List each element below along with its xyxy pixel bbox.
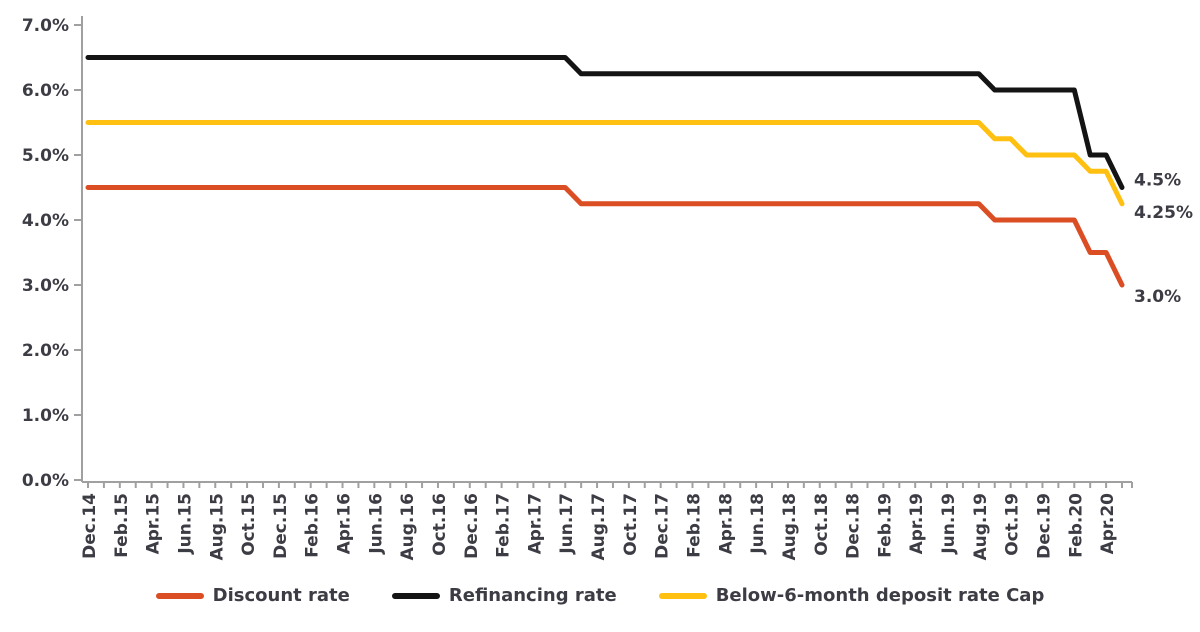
x-tick-label: Feb.15: [112, 493, 132, 558]
x-tick-label: Dec.18: [844, 493, 864, 559]
legend-label-deposit-rate-cap: Below-6-month deposit rate Cap: [715, 585, 1045, 606]
legend-label-discount-rate: Discount rate: [212, 585, 350, 606]
y-tick-label: 1.0%: [22, 406, 69, 426]
x-tick-label: Feb.16: [303, 493, 323, 558]
x-tick-label: Oct.17: [621, 493, 641, 556]
x-tick-label: Aug.16: [398, 493, 418, 561]
x-tick-label: Apr.17: [525, 493, 545, 554]
x-tick-label: Feb.17: [494, 493, 514, 558]
x-tick-label: Apr.15: [144, 493, 164, 554]
x-tick-label: Feb.19: [875, 493, 895, 558]
x-tick-label: Dec.14: [80, 493, 100, 559]
x-tick-label: Apr.20: [1098, 493, 1118, 555]
legend-item-deposit-rate-cap: Below-6-month deposit rate Cap: [658, 585, 1045, 606]
x-tick-label: Oct.19: [1003, 493, 1023, 556]
x-tick-label: Apr.18: [716, 493, 736, 554]
y-tick-label: 6.0%: [22, 81, 69, 101]
legend-label-refinancing-rate: Refinancing rate: [448, 585, 617, 606]
x-tick-label: Dec.17: [653, 493, 673, 559]
chart-legend: Discount rate Refinancing rate Below-6-m…: [0, 585, 1200, 606]
end-value-label: 3.0%: [1134, 287, 1181, 307]
x-tick-label: Jun.15: [175, 493, 195, 555]
y-tick-label: 4.0%: [22, 211, 69, 231]
y-tick-label: 2.0%: [22, 341, 69, 361]
x-tick-label: Dec.15: [271, 493, 291, 559]
x-tick-label: Jun.16: [366, 493, 386, 555]
rate-chart: 0.0% 1.0% 2.0% 3.0% 4.0% 5.0% 6.0% 7.0% Dec.14 Fe…: [22, 16, 1193, 561]
end-value-label: 4.25%: [1134, 203, 1193, 223]
x-tick-label: Jun.19: [939, 493, 959, 555]
x-tick-label: Oct.16: [430, 493, 450, 556]
y-tick-label: 7.0%: [22, 16, 69, 36]
legend-item-refinancing-rate: Refinancing rate: [391, 585, 617, 606]
x-tick-label: Oct.15: [239, 493, 259, 556]
discount-rate-swatch: [155, 592, 204, 599]
x-tick-label: Aug.15: [207, 493, 227, 561]
x-tick-label: Feb.20: [1066, 493, 1086, 558]
legend-item-discount-rate: Discount rate: [155, 585, 350, 606]
y-tick-label: 0.0%: [22, 471, 69, 491]
y-tick-label: 3.0%: [22, 276, 69, 296]
x-tick-label: Feb.18: [684, 493, 704, 558]
below-6-month-deposit-rate-cap-line: [85, 120, 1125, 207]
refinancing-rate-line: [85, 55, 1125, 190]
discount-rate-line: [85, 185, 1125, 288]
x-tick-label: Aug.17: [589, 493, 609, 561]
y-tick-label: 5.0%: [22, 146, 69, 166]
deposit-rate-cap-swatch: [658, 592, 707, 599]
x-tick-label: Jun.18: [748, 493, 768, 555]
x-tick-label: Aug.19: [971, 493, 991, 561]
x-tick-label: Jun.17: [557, 493, 577, 555]
x-tick-label: Apr.19: [907, 493, 927, 554]
refinancing-rate-swatch: [391, 592, 440, 599]
x-tick-label: Dec.19: [1034, 493, 1054, 559]
x-tick-label: Apr.16: [335, 493, 355, 554]
x-tick-label: Aug.18: [780, 493, 800, 561]
x-tick-label: Oct.18: [812, 493, 832, 556]
end-value-label: 4.5%: [1134, 171, 1181, 191]
x-tick-label: Dec.16: [462, 493, 482, 559]
